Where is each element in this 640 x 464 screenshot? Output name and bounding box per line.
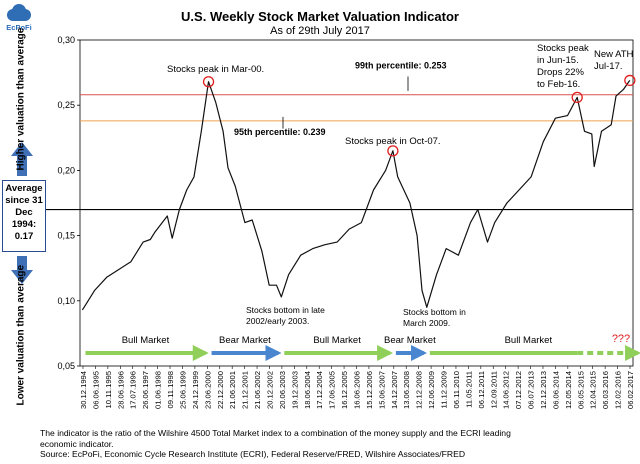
market-label-bull: Bull Market (122, 335, 170, 346)
x-tick-label: 23.06.2000 (203, 371, 212, 409)
x-tick-label: 30.12.1994 (79, 371, 88, 409)
x-tick-label: 06.11.2010 (452, 371, 461, 408)
x-tick-label: 21.06.2001 (228, 371, 237, 409)
x-tick-label: 06.02.2017 (626, 371, 635, 409)
y-tick-label: 0,10 (57, 296, 75, 306)
y-label-higher: Higher valuation than average (15, 27, 27, 171)
y-label-lower: Lower valuation than average (15, 264, 27, 406)
side-arrows (11, 142, 33, 284)
x-tick-label: 11.05.2011 (464, 371, 473, 408)
annotation-ath-2017-line: New ATH (594, 49, 634, 60)
y-tick-label: 0,30 (57, 35, 75, 45)
x-tick-label: 20.12.2002 (265, 371, 274, 409)
x-tick-label: 16.12.2005 (340, 371, 349, 409)
x-tick-label: 14.06.2012 (502, 371, 511, 409)
average-line-3: Dec (15, 207, 33, 218)
annotation-peak-2015-line: Stocks peak (537, 43, 589, 54)
chart-title: U.S. Weekly Stock Market Valuation Indic… (181, 9, 459, 24)
x-tick-label: 09.11.1998 (166, 371, 175, 408)
x-tick-label: 14.12.2007 (390, 371, 399, 409)
x-tick-label: 18.06.2004 (303, 371, 312, 409)
percentile-95-label: 95th percentile: 0.239 (234, 127, 326, 137)
x-tick-label: 12.05.2014 (564, 371, 573, 409)
chart-subtitle: As of 29th July 2017 (270, 25, 370, 37)
annotation-peak-2015-line: Drops 22% (537, 67, 585, 78)
x-tick-label: 06.06.1995 (91, 371, 100, 409)
x-tick-label: 06.12.2011 (477, 371, 486, 408)
x-tick-label: 12.06.2009 (427, 371, 436, 409)
average-line-5: 0.17 (14, 231, 34, 242)
peak-circle (571, 91, 583, 104)
x-tick-label: 01.06.1998 (154, 371, 163, 409)
annotation-bottom-2009-line: Stocks bottom in (403, 307, 466, 317)
x-tick-label: 21.12.2001 (241, 371, 250, 409)
x-tick-label: 12.04.2015 (589, 371, 598, 409)
x-tick-label: 17.06.2005 (328, 371, 337, 409)
x-tick-label: 15.12.2006 (365, 371, 374, 409)
peak-circle (387, 145, 399, 157)
x-tick-label: 12.09.2011 (489, 371, 498, 408)
x-tick-label: 12.12.2008 (415, 371, 424, 409)
annotation-peak-2015-line: in Jun-15. (537, 55, 579, 66)
x-tick-label: 12.12.2013 (539, 371, 548, 409)
x-tick-label: 21.06.2002 (253, 371, 262, 409)
question-marks: ??? (612, 333, 630, 345)
down-arrow-icon (11, 256, 33, 284)
x-tick-label: 06.06.2014 (551, 371, 560, 409)
market-label-bear: Bear Market (219, 335, 271, 346)
x-tick-label: 24.12.1999 (191, 371, 200, 409)
footnote: The indicator is the ratio of the Wilshi… (40, 428, 636, 460)
average-line-4: 1994: (11, 219, 37, 230)
annotation-peak-2015-line: to Feb-16. (537, 79, 580, 90)
x-tick-label: 15.06.2007 (377, 371, 386, 409)
x-tick-label: 22.12.2000 (216, 371, 225, 409)
up-arrow-icon (11, 142, 33, 176)
annotation-ath-2017-line: Jul-17. (594, 61, 623, 72)
x-tick-label: 17.07.1996 (129, 371, 138, 409)
annotation-peak-2007: Stocks peak in Oct-07. (345, 136, 441, 147)
x-tick-label: 07.12.2012 (514, 371, 523, 409)
footnote-line-2: economic indicator. (40, 438, 114, 449)
annotation-bottom-2003-line: 2002/early 2003. (246, 316, 309, 326)
ecpofi-logo: EcPoFi (4, 4, 34, 32)
x-tick-label: 17.12.2004 (315, 371, 324, 409)
annotation-bottom-2009-line: March 2009. (403, 318, 450, 328)
x-tick-label: 06.07.2013 (527, 371, 536, 409)
logo-cloud-icon (4, 4, 34, 22)
x-tick-label: 25.06.1999 (178, 371, 187, 409)
x-tick-label: 06.03.2016 (601, 371, 610, 409)
market-label-bull: Bull Market (313, 335, 361, 346)
market-label-bear: Bear Market (384, 335, 436, 346)
y-tick-label: 0,25 (57, 100, 75, 110)
annotation-peak-2000: Stocks peak in Mar-00. (167, 64, 264, 75)
percentile-99-label: 99th percentile: 0.253 (355, 61, 447, 71)
peak-circle (202, 76, 215, 88)
footnote-line-1: The indicator is the ratio of the Wilshi… (40, 428, 511, 438)
y-tick-label: 0,05 (57, 361, 75, 371)
x-tick-label: 28.06.1996 (116, 371, 125, 409)
footnote-source: Source: EcPoFi, Economic Cycle Research … (40, 449, 466, 459)
x-tick-label: 10.11.1995 (104, 371, 113, 408)
y-tick-label: 0,15 (57, 231, 75, 241)
average-box: Average since 31 Dec 1994: 0.17 (2, 180, 46, 252)
y-tick-label: 0,20 (57, 165, 75, 175)
market-label-bull: Bull Market (505, 335, 553, 346)
indicator-series-line (81, 80, 631, 311)
x-tick-label: 26.06.1997 (141, 371, 150, 409)
logo-text: EcPoFi (6, 23, 32, 32)
x-tick-label: 12.02.2016 (614, 371, 623, 409)
annotation-bottom-2003-line: Stocks bottom in late (246, 305, 325, 315)
x-tick-label: 20.06.2003 (278, 371, 287, 409)
x-tick-label: 16.06.2006 (353, 371, 362, 409)
x-tick-label: 13.06.2008 (402, 371, 411, 409)
x-tick-label: 06.05.2015 (576, 371, 585, 409)
average-line-2: since 31 (5, 195, 43, 206)
x-tick-label: 19.12.2003 (290, 371, 299, 409)
peak-circle (624, 74, 636, 87)
average-line-1: Average (5, 183, 43, 194)
x-tick-label: 11.12.2009 (440, 371, 449, 408)
